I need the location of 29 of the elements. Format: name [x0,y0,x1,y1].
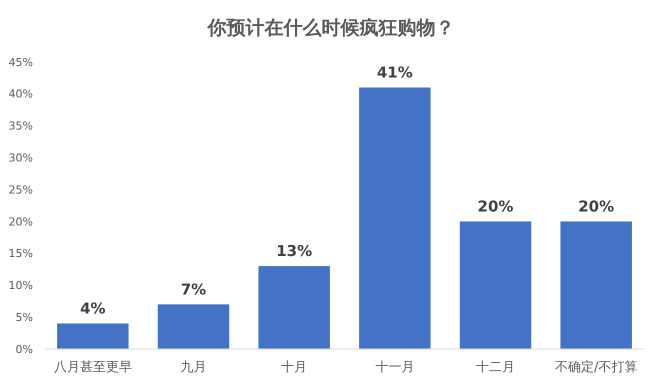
y-tick-label: 5% [16,310,33,324]
data-label: 13% [276,242,312,260]
data-label: 7% [180,280,206,298]
data-label: 20% [578,197,614,216]
x-tick-label: 十月 [281,360,308,375]
data-label: 20% [478,197,514,216]
bar [158,304,230,349]
y-tick-label: 25% [8,183,33,196]
x-tick-label: 九月 [180,360,206,375]
x-tick-label: 不确定/不打算 [554,360,638,375]
bar [359,88,431,349]
y-tick-label: 20% [8,215,33,228]
chart-title: 你预计在什么时候疯狂购物？ [206,17,454,39]
x-tick-label: 十二月 [476,360,516,375]
bar [560,221,632,349]
data-label: 4% [80,299,106,318]
y-tick-label: 40% [8,88,33,101]
x-tick-label: 八月甚至更早 [54,360,132,375]
y-tick-label: 35% [8,120,33,133]
y-tick-label: 0% [16,342,33,356]
y-tick-label: 15% [8,247,33,260]
x-tick-label: 十一月 [375,360,414,375]
bar [460,221,532,349]
y-tick-label: 30% [8,152,33,165]
bar [57,323,129,349]
bar [258,266,330,349]
y-tick-label: 45% [8,56,33,69]
y-tick-label: 10% [8,279,33,292]
data-label: 41% [376,64,413,82]
